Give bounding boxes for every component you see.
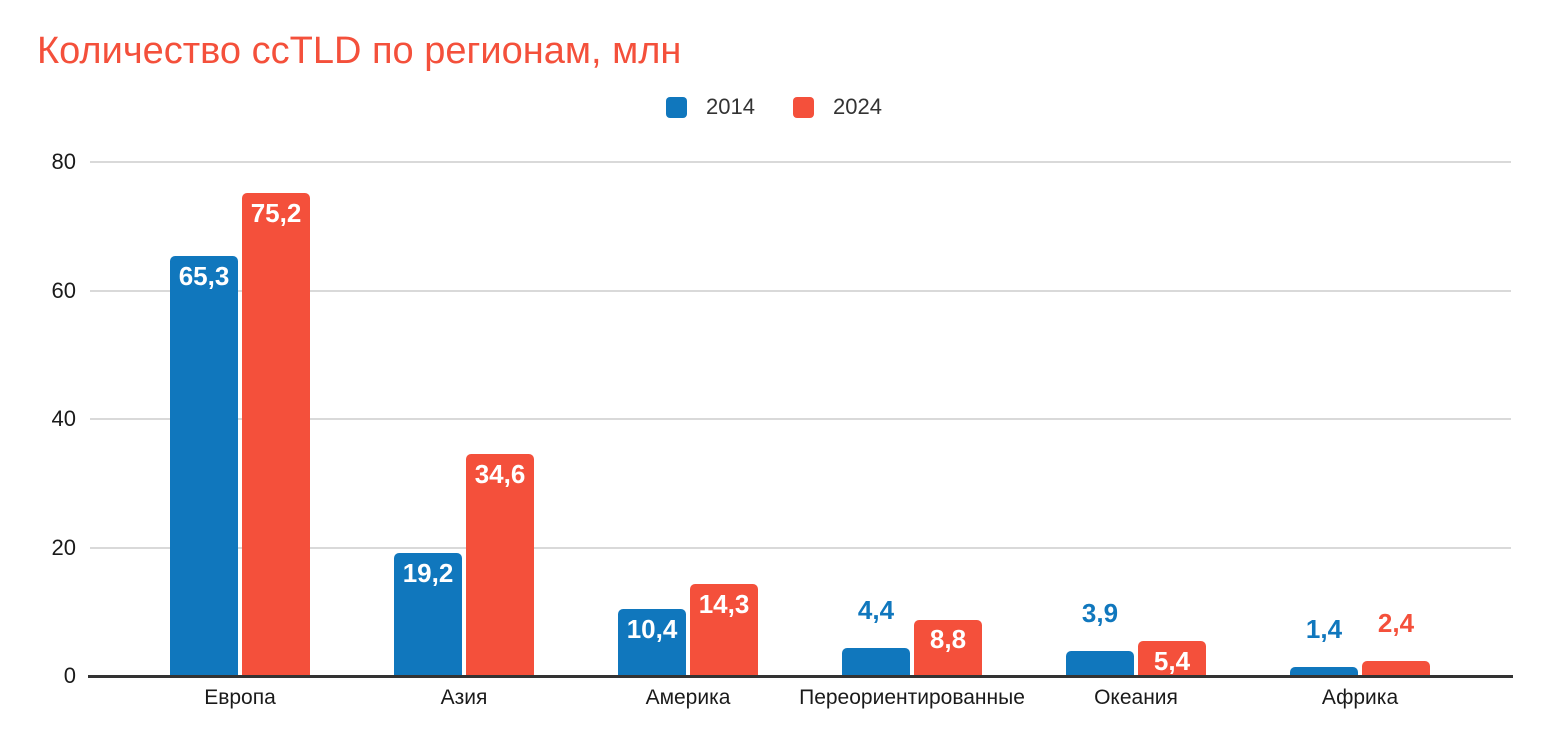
bar-2024-category-2 — [690, 584, 758, 676]
value-label-2014-category-3: 4,4 — [857, 595, 895, 625]
x-axis-label-5: Африка — [1321, 686, 1399, 709]
value-label-2024-category-3: 8,8 — [929, 624, 967, 654]
value-label-2024-category-4: 5,4 — [1153, 646, 1191, 676]
legend-swatch-2014-icon — [666, 96, 688, 118]
x-axis-line — [88, 675, 1513, 678]
x-axis-label-0: Европа — [204, 686, 276, 709]
gridline-80 — [90, 161, 1511, 163]
bar-2024-category-1 — [466, 453, 534, 676]
bar-2014-category-5 — [1290, 667, 1358, 676]
bar-2024-category-0 — [242, 192, 310, 676]
chart-title: Количество ccTLD по регионам, млн — [37, 30, 682, 72]
y-axis-label-40: 40 — [51, 406, 76, 431]
x-axis-label-2: Америка — [645, 686, 731, 709]
bar-2014-category-2 — [618, 609, 686, 676]
bar-2024-category-5 — [1362, 660, 1430, 676]
bar-2014-category-4 — [1066, 650, 1134, 676]
value-label-2014-category-4: 3,9 — [1081, 598, 1119, 628]
legend-label-2014: 2014 — [706, 94, 755, 119]
value-label-2014-category-0: 65,3 — [178, 261, 230, 291]
legend: 2014 2024 — [0, 96, 1548, 118]
y-axis-label-60: 60 — [51, 278, 76, 303]
gridline-20 — [90, 547, 1511, 549]
value-label-2014-category-2: 10,4 — [626, 614, 678, 644]
value-label-2024-category-5: 2,4 — [1377, 608, 1415, 638]
bar-2014-category-3 — [842, 647, 910, 676]
gridline-40 — [90, 418, 1511, 420]
value-label-2014-category-5: 1,4 — [1305, 614, 1343, 644]
bar-2024-category-3 — [914, 619, 982, 676]
bar-2014-category-0 — [170, 256, 238, 676]
value-label-2024-category-2: 14,3 — [698, 589, 750, 619]
gridline-60 — [90, 290, 1511, 292]
y-axis-label-80: 80 — [51, 149, 76, 174]
value-label-2024-category-0: 75,2 — [250, 198, 302, 228]
value-label-2014-category-1: 19,2 — [402, 558, 454, 588]
value-label-2024-category-1: 34,6 — [474, 459, 526, 489]
legend-label-2024: 2024 — [833, 94, 882, 119]
x-axis-label-4: Океания — [1094, 686, 1178, 709]
bar-2024-category-4 — [1138, 641, 1206, 676]
legend-item-2024: 2024 — [793, 96, 882, 118]
x-axis-label-3: Переориентированные — [799, 686, 1025, 709]
y-axis-label-0: 0 — [63, 663, 76, 688]
legend-swatch-2024-icon — [793, 96, 814, 118]
bar-2014-category-1 — [394, 552, 462, 676]
legend-item-2014: 2014 — [666, 96, 755, 118]
x-axis-label-1: Азия — [440, 686, 488, 709]
y-axis-label-20: 20 — [51, 535, 76, 560]
